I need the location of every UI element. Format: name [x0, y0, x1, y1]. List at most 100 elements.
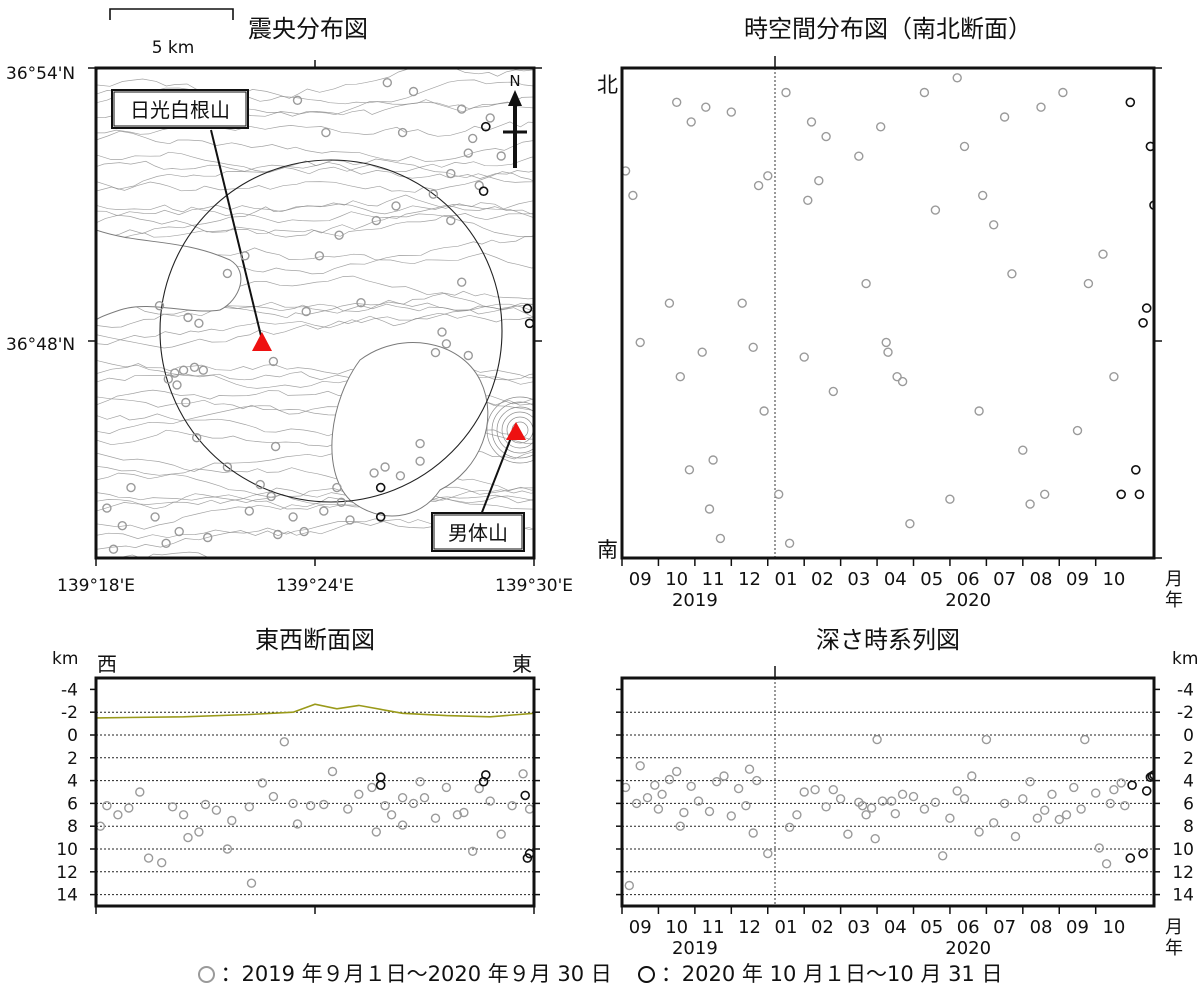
- month-tick-label: 08: [1030, 569, 1053, 590]
- event-marker-2019-2020: [257, 778, 268, 788]
- event-marker-2019-2020: [981, 734, 992, 745]
- event-marker-2019-2020: [999, 798, 1010, 809]
- event-marker-2019-2020: [457, 104, 467, 114]
- month-tick-label: 11: [702, 917, 725, 938]
- epicenter-points: [102, 77, 534, 554]
- event-marker-2019-2020: [672, 97, 682, 108]
- event-marker-2019-2020: [726, 811, 736, 821]
- event-marker-2019-2020: [240, 251, 250, 261]
- event-marker-2020-10: [1145, 141, 1154, 152]
- event-marker-2020-10: [478, 186, 489, 196]
- east-label: 東: [512, 652, 532, 676]
- event-marker-2019-2020: [675, 821, 685, 831]
- event-marker-2019-2020: [279, 737, 289, 747]
- event-marker-2020-10: [1116, 489, 1126, 500]
- event-marker-2019-2020: [371, 827, 381, 837]
- event-marker-2019-2020: [244, 802, 255, 812]
- event-marker-2019-2020: [1120, 801, 1130, 811]
- event-marker-2019-2020: [430, 813, 441, 823]
- event-marker-2019-2020: [857, 801, 868, 811]
- event-marker-2019-2020: [679, 807, 689, 818]
- event-marker-2019-2020: [989, 220, 999, 230]
- event-marker-2019-2020: [1101, 859, 1112, 869]
- event-marker-2019-2020: [930, 205, 941, 215]
- event-marker-2019-2020: [759, 406, 769, 416]
- event-marker-2019-2020: [441, 339, 452, 349]
- month-tick-label: 06: [957, 917, 980, 938]
- event-marker-2019-2020: [415, 777, 425, 787]
- event-marker-2020-10: [375, 772, 386, 783]
- event-marker-2019-2020: [664, 774, 675, 785]
- depth-tick-label: -2: [1177, 703, 1194, 723]
- depth-tick-label: 2: [67, 749, 78, 769]
- event-marker-2020-10: [522, 303, 533, 314]
- event-marker-2019-2020: [463, 350, 473, 361]
- depth-tick-label: 6: [67, 794, 78, 814]
- ew-depth-grid: -4 -2 0 2 46 8 10 12 14: [56, 680, 540, 906]
- event-marker-2019-2020: [198, 365, 209, 375]
- event-marker-2019-2020: [622, 782, 631, 793]
- depth-time-title: 深さ時系列図: [816, 626, 960, 654]
- event-marker-2019-2020: [474, 783, 484, 794]
- lat-label-north: 36°54'N: [6, 64, 75, 84]
- ew-km-label: km: [52, 649, 78, 669]
- month-tick-label: 10: [1102, 569, 1125, 590]
- event-marker-2019-2020: [877, 796, 888, 806]
- event-marker-2019-2020: [642, 793, 653, 803]
- event-marker-2019-2020: [952, 73, 962, 83]
- event-marker-2019-2020: [744, 764, 755, 774]
- event-marker-2019-2020: [367, 782, 377, 793]
- event-marker-2019-2020: [919, 87, 930, 98]
- event-marker-2019-2020: [459, 807, 469, 818]
- event-marker-2019-2020: [163, 374, 174, 384]
- event-marker-2020-10: [478, 776, 489, 787]
- event-marker-2019-2020: [945, 813, 955, 823]
- event-marker-2019-2020: [191, 433, 202, 443]
- event-marker-2019-2020: [336, 497, 346, 507]
- event-marker-2019-2020: [886, 796, 897, 806]
- event-marker-2019-2020: [408, 798, 419, 809]
- event-marker-2019-2020: [305, 801, 316, 811]
- event-marker-2019-2020: [1109, 372, 1119, 382]
- event-marker-2019-2020: [635, 761, 645, 771]
- event-marker-2019-2020: [1105, 798, 1116, 809]
- event-marker-2019-2020: [741, 801, 751, 811]
- spacetime-points: [622, 73, 1154, 548]
- event-marker-2019-2020: [704, 806, 715, 817]
- event-marker-2019-2020: [292, 95, 303, 106]
- event-marker-2019-2020: [156, 858, 167, 868]
- event-marker-2019-2020: [518, 769, 528, 779]
- month-tick-label: 06: [957, 569, 980, 590]
- event-marker-2019-2020: [861, 278, 871, 289]
- depth-tick-label: 12: [1172, 863, 1194, 883]
- event-marker-2019-2020: [821, 131, 831, 142]
- year-unit-label: 年: [1165, 590, 1183, 611]
- event-marker-2019-2020: [332, 482, 342, 493]
- depth-tick-label: 10: [56, 840, 78, 860]
- month-tick-label: 09: [629, 569, 652, 590]
- event-marker-2019-2020: [959, 141, 970, 152]
- event-marker-2019-2020: [397, 793, 408, 803]
- event-marker-2019-2020: [113, 810, 123, 820]
- event-marker-2019-2020: [468, 133, 478, 144]
- event-marker-2020-10: [1125, 853, 1136, 863]
- event-marker-2019-2020: [959, 794, 970, 804]
- event-marker-2019-2020: [301, 306, 311, 317]
- event-marker-2019-2020: [672, 766, 682, 777]
- event-marker-2020-10: [1125, 97, 1136, 108]
- event-marker-2019-2020: [686, 781, 696, 791]
- event-marker-2019-2020: [292, 819, 303, 829]
- event-marker-2019-2020: [1076, 804, 1086, 814]
- event-marker-2019-2020: [828, 785, 838, 795]
- event-marker-2019-2020: [135, 787, 145, 797]
- event-marker-2019-2020: [945, 494, 955, 504]
- event-marker-2019-2020: [1072, 425, 1083, 436]
- month-tick-label: 10: [1102, 917, 1125, 938]
- spacetime-panel: 時空間分布図（南北断面） 北 南 09 10 11 12 01 02 03 04 05 06 07 0…: [597, 15, 1183, 611]
- event-marker-2019-2020: [270, 441, 281, 452]
- volcano-name-nikko-shirane: 日光白根山: [130, 98, 230, 122]
- event-marker-2019-2020: [861, 810, 871, 820]
- spacetime-frame: [620, 66, 1156, 560]
